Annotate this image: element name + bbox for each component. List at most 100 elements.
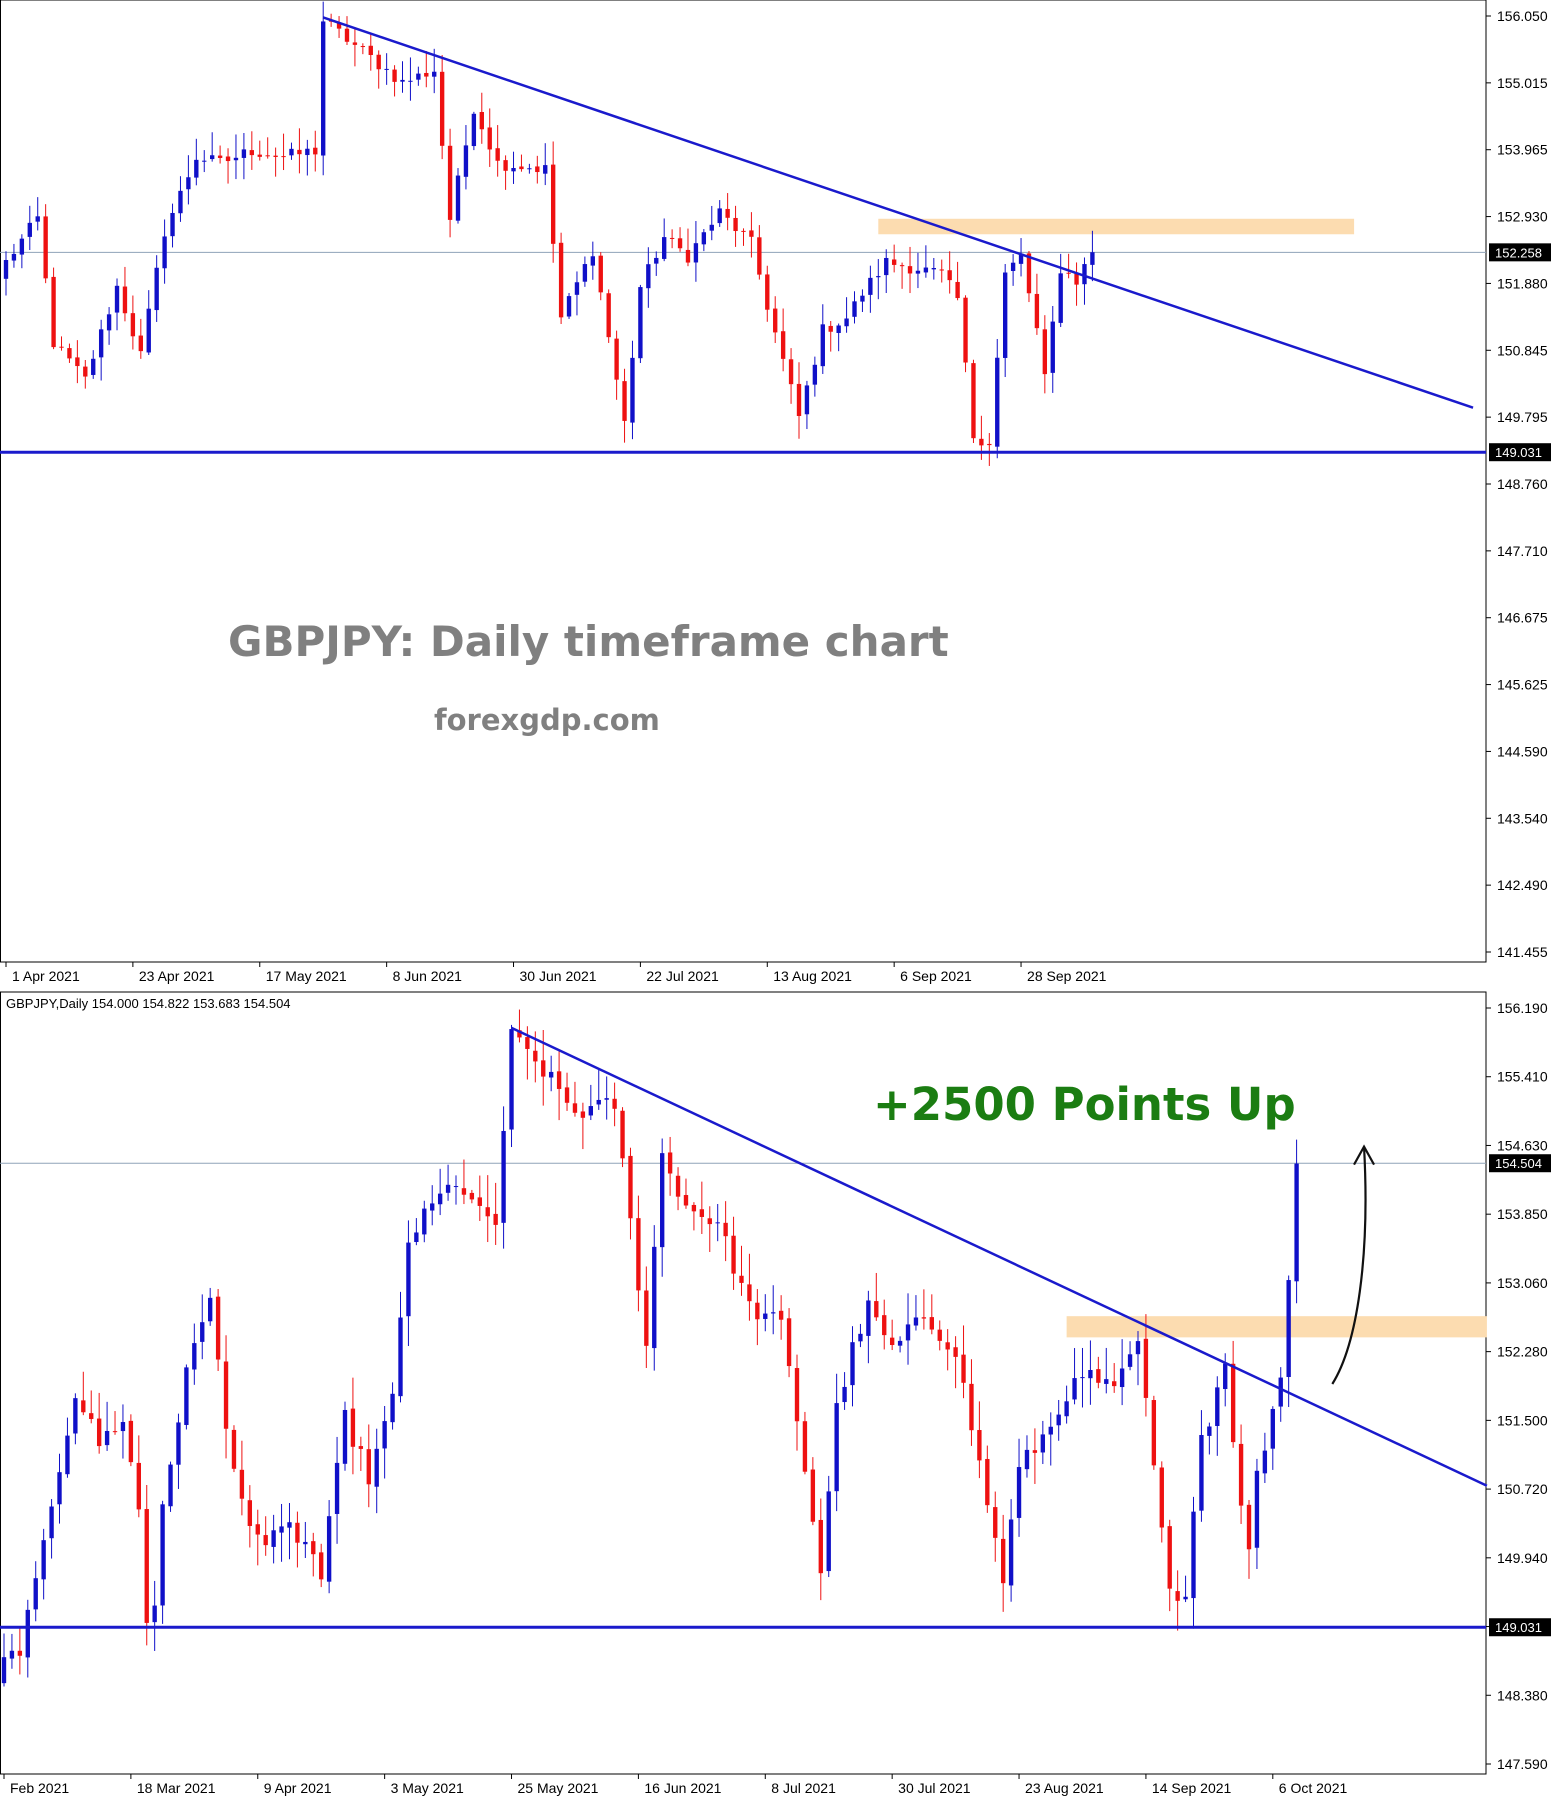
x-tick-label: 28 Sep 2021 <box>1027 968 1107 984</box>
candle-body <box>217 155 223 158</box>
candle-body <box>1112 1381 1117 1387</box>
candle-body <box>1074 273 1079 285</box>
candle-body <box>757 237 762 275</box>
chart-panel-1: 156.050 155.015 153.965 152.930 151.880 150.8… <box>0 0 1551 984</box>
up-arrow <box>1331 1146 1367 1385</box>
candle-body <box>439 71 445 146</box>
candle-body <box>963 297 968 363</box>
candle-body <box>207 1297 213 1322</box>
candle-body <box>305 148 310 156</box>
candle-body <box>874 1301 879 1318</box>
candle-body <box>1064 1401 1069 1417</box>
candle-body <box>382 1421 387 1449</box>
candle-body <box>33 1578 38 1610</box>
candle-body <box>953 1347 958 1357</box>
candle-body <box>295 1522 300 1543</box>
y-tick-label: 146.675 <box>1497 610 1548 626</box>
candle-body <box>931 268 936 270</box>
candle-body <box>1175 1591 1180 1601</box>
candle-body <box>311 1541 316 1555</box>
candle-body <box>1088 1370 1093 1379</box>
candle-body <box>184 1367 189 1425</box>
current-price-tag-bg <box>1489 1154 1551 1173</box>
y-tick-label: 149.795 <box>1497 409 1548 425</box>
y-tick-label: 145.625 <box>1497 677 1548 693</box>
candle-body <box>509 1029 514 1130</box>
candle-body <box>1167 1526 1172 1589</box>
candle-body <box>17 1650 23 1656</box>
candle-body <box>430 1203 435 1211</box>
candle-body <box>778 1310 784 1320</box>
candle-body <box>1018 253 1024 264</box>
candle-body <box>1024 1449 1030 1470</box>
candle-body <box>406 1242 411 1317</box>
x-tick-label: 18 Mar 2021 <box>137 1780 216 1796</box>
candle-body <box>313 147 318 155</box>
candle-body <box>265 155 270 157</box>
candle-body <box>25 1609 30 1658</box>
y-tick-label: 155.410 <box>1497 1069 1548 1085</box>
candle-body <box>416 73 421 80</box>
candle-body <box>255 1524 260 1535</box>
candle-body <box>604 1098 609 1100</box>
candle-body <box>786 1318 792 1367</box>
candle-body <box>1262 1450 1268 1474</box>
candle-body <box>120 1422 126 1432</box>
candle-body <box>447 145 453 220</box>
candle-body <box>186 177 191 190</box>
candle-body <box>114 285 120 313</box>
candle-body <box>414 1232 419 1243</box>
x-tick-label: Feb 2021 <box>10 1780 69 1796</box>
candle-body <box>765 274 770 310</box>
x-tick-label: 6 Oct 2021 <box>1279 1780 1348 1796</box>
candle-body <box>400 79 405 82</box>
candle-body <box>176 1422 181 1465</box>
candle-body <box>969 1383 974 1431</box>
candle-body <box>67 348 72 359</box>
candle-body <box>233 157 239 161</box>
support-price-tag-bg <box>1489 1618 1551 1637</box>
y-tick-label: 153.850 <box>1497 1206 1548 1222</box>
candle-body <box>820 324 825 367</box>
candle-body <box>747 1284 752 1302</box>
candle-body <box>479 112 484 130</box>
candle-body <box>89 1413 94 1419</box>
candle-body <box>257 154 262 157</box>
candle-body <box>622 381 627 421</box>
candle-body <box>739 1275 744 1283</box>
candle-body <box>802 1421 808 1472</box>
candle-body <box>376 54 381 70</box>
candle-body <box>1127 1354 1133 1367</box>
y-tick-label: 144.590 <box>1497 743 1548 759</box>
candle-body <box>1270 1408 1275 1449</box>
resistance-zone <box>878 218 1355 235</box>
candle-body <box>122 286 128 314</box>
x-tick-label: 6 Sep 2021 <box>900 968 972 984</box>
candle-body <box>485 1207 490 1217</box>
candle-body <box>548 1071 554 1078</box>
candle-body <box>913 1317 919 1326</box>
candle-body <box>1286 1280 1291 1378</box>
candle-body <box>493 1213 498 1225</box>
candle-body <box>463 145 469 177</box>
candle-body <box>636 1218 641 1291</box>
candle-body <box>1096 1369 1101 1383</box>
candle-body <box>138 335 143 352</box>
x-tick-label: 23 Aug 2021 <box>1025 1780 1104 1796</box>
panel-separator <box>0 986 1564 990</box>
candle-body <box>1026 253 1032 294</box>
chart-panel-2: 156.190 155.410 154.630 153.850 153.060 152.2… <box>0 991 1551 1796</box>
candle-body <box>535 166 540 173</box>
y-tick-label: 154.630 <box>1497 1137 1548 1153</box>
candle-body <box>501 1130 506 1223</box>
candle-body <box>556 1071 562 1089</box>
candle-body <box>366 1449 371 1485</box>
candle-body <box>178 190 183 214</box>
candle-body <box>96 1418 102 1447</box>
candle-body <box>812 364 818 385</box>
candle-body <box>796 383 802 416</box>
candle-body <box>977 1430 982 1461</box>
candle-body <box>1010 262 1016 271</box>
y-tick-label: 151.880 <box>1497 275 1548 291</box>
x-tick-label: 22 Jul 2021 <box>646 968 719 984</box>
